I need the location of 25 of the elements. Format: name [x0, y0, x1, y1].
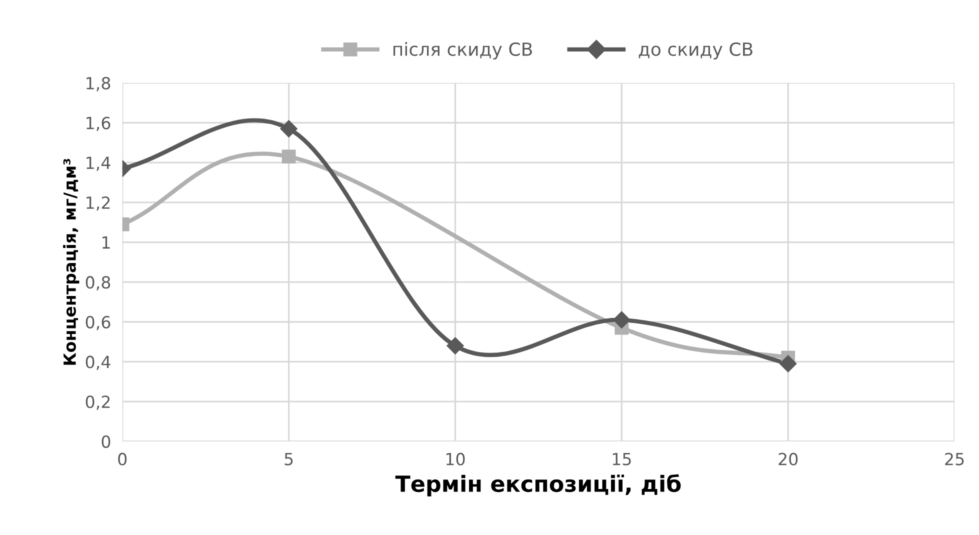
x-tick-label: 15 [612, 453, 631, 466]
x-tick-label: 20 [778, 452, 798, 466]
legend-label: після скиду СВ [393, 42, 532, 60]
x-tick-label: 25 [945, 452, 964, 466]
y-tick-label: 1,4 [86, 156, 110, 171]
x-tick-label: 0 [118, 452, 127, 466]
legend-label: до скиду СВ [638, 42, 752, 60]
x-tick-label: 5 [284, 453, 293, 466]
point [446, 337, 464, 354]
y-tick-label: 0 [102, 435, 110, 448]
y-axis-title: Концентрація, мг/дм³ [63, 158, 80, 365]
y-tick-label: 0,8 [86, 276, 110, 290]
y-tick-label: 1,6 [86, 116, 110, 132]
point [282, 150, 296, 164]
x-tick-label: 10 [446, 452, 465, 466]
point [613, 311, 630, 328]
y-tick-label: 1,2 [86, 196, 110, 211]
x-axis-title: Термін експозиції, діб [395, 474, 681, 496]
y-tick-label: 1 [102, 236, 110, 249]
point [780, 355, 797, 372]
y-tick-label: 1,8 [86, 76, 110, 92]
y-tick-label: 0,6 [86, 316, 110, 330]
y-tick-label: 0,2 [86, 396, 110, 410]
point [280, 120, 298, 138]
y-tick-label: 0,4 [86, 356, 110, 370]
